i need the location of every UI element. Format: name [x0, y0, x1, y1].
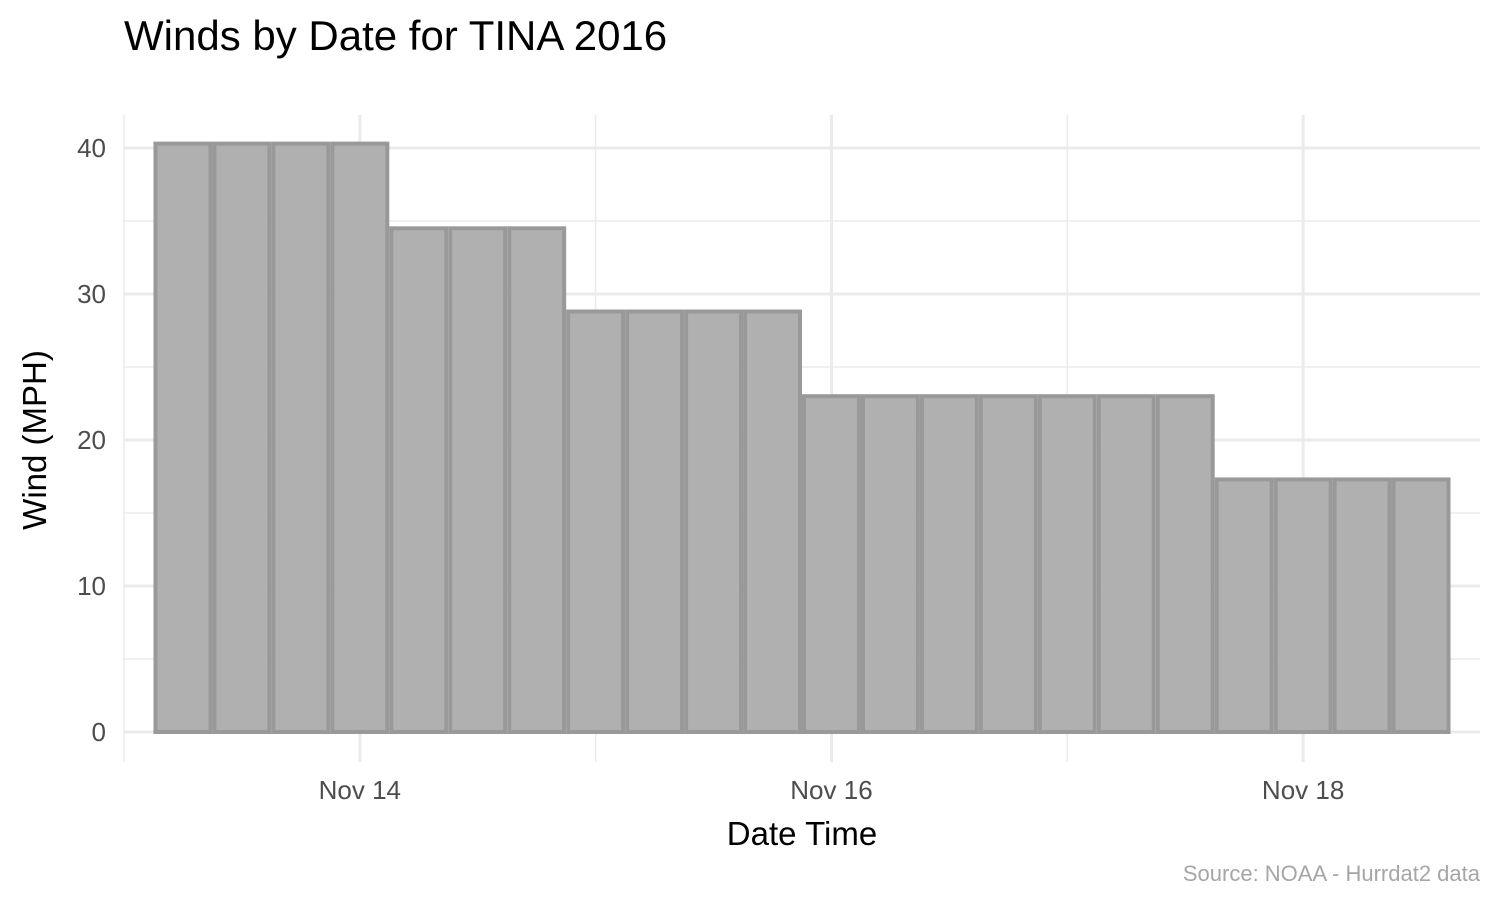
bar: [1273, 477, 1333, 735]
y-axis-title: Wind (MPH): [16, 350, 53, 530]
x-axis-tick-labels: Nov 14 Nov 16 Nov 18: [319, 775, 1345, 805]
bar: [507, 226, 567, 735]
x-tick-label: Nov 14: [319, 775, 401, 805]
bar: [212, 141, 272, 734]
y-tick-label: 30: [77, 279, 106, 309]
bar: [684, 309, 744, 734]
bar: [566, 309, 626, 734]
y-tick-label: 20: [77, 425, 106, 455]
bar: [271, 141, 331, 734]
bar: [802, 394, 861, 734]
y-tick-label: 10: [77, 571, 106, 601]
chart-title: Winds by Date for TINA 2016: [124, 12, 667, 59]
bar: [389, 226, 449, 735]
bar: [919, 394, 979, 734]
bar: [330, 141, 390, 734]
source-caption: Source: NOAA - Hurrdat2 data: [1183, 861, 1481, 886]
bar: [860, 394, 920, 734]
bar: [1096, 394, 1156, 734]
y-axis-tick-labels: 0 10 20 30 40: [77, 133, 106, 747]
bar: [743, 309, 802, 734]
bar: [625, 309, 685, 734]
bar: [448, 226, 508, 735]
x-axis-title: Date Time: [727, 815, 877, 852]
bar: [1037, 394, 1097, 734]
y-tick-label: 40: [77, 133, 106, 163]
bar: [1332, 477, 1392, 735]
bar: [1391, 477, 1451, 735]
bar: [153, 141, 213, 734]
bar: [1155, 394, 1215, 734]
x-tick-label: Nov 16: [790, 775, 872, 805]
x-tick-label: Nov 18: [1262, 775, 1344, 805]
bar: [978, 394, 1038, 734]
bars: [153, 141, 1451, 735]
bar: [1214, 477, 1274, 735]
y-tick-label: 0: [92, 717, 106, 747]
